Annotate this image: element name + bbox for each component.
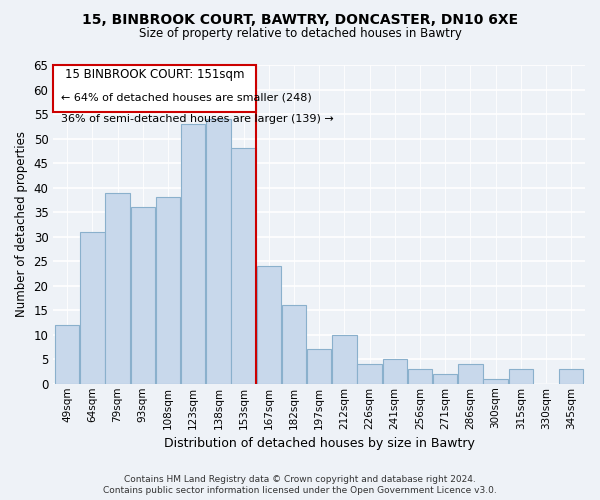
Bar	[408, 369, 432, 384]
Text: 15 BINBROOK COURT: 151sqm: 15 BINBROOK COURT: 151sqm	[65, 68, 244, 81]
Bar	[307, 350, 331, 384]
Bar	[358, 364, 382, 384]
Text: Contains public sector information licensed under the Open Government Licence v3: Contains public sector information licen…	[103, 486, 497, 495]
Text: 36% of semi-detached houses are larger (139) →: 36% of semi-detached houses are larger (…	[61, 114, 334, 124]
Text: ← 64% of detached houses are smaller (248): ← 64% of detached houses are smaller (24…	[61, 92, 312, 102]
Bar	[55, 325, 79, 384]
Bar	[559, 369, 583, 384]
Bar	[257, 266, 281, 384]
Bar	[131, 207, 155, 384]
Bar	[106, 192, 130, 384]
Bar	[206, 119, 230, 384]
X-axis label: Distribution of detached houses by size in Bawtry: Distribution of detached houses by size …	[164, 437, 475, 450]
Text: Size of property relative to detached houses in Bawtry: Size of property relative to detached ho…	[139, 28, 461, 40]
Bar	[433, 374, 457, 384]
Bar	[383, 359, 407, 384]
Bar	[332, 334, 356, 384]
Text: 15, BINBROOK COURT, BAWTRY, DONCASTER, DN10 6XE: 15, BINBROOK COURT, BAWTRY, DONCASTER, D…	[82, 12, 518, 26]
FancyBboxPatch shape	[53, 65, 256, 112]
Bar	[458, 364, 482, 384]
Bar	[232, 148, 256, 384]
Bar	[181, 124, 205, 384]
Bar	[509, 369, 533, 384]
Y-axis label: Number of detached properties: Number of detached properties	[15, 132, 28, 318]
Bar	[282, 306, 306, 384]
Bar	[80, 232, 104, 384]
Text: Contains HM Land Registry data © Crown copyright and database right 2024.: Contains HM Land Registry data © Crown c…	[124, 475, 476, 484]
Bar	[484, 379, 508, 384]
Bar	[156, 198, 180, 384]
